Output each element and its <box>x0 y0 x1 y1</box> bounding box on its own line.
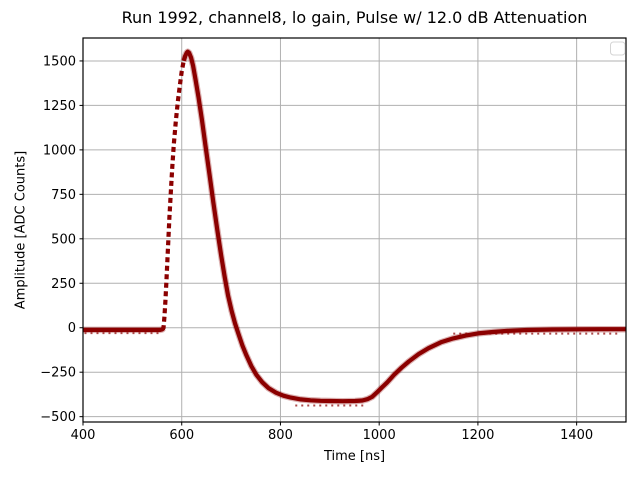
x-tick-label: 1200 <box>461 428 494 443</box>
y-tick-label: 1000 <box>43 143 76 158</box>
y-tick-label: −500 <box>40 410 76 425</box>
axes-spines <box>82 37 627 423</box>
y-tick-label: 1250 <box>43 99 76 114</box>
x-tick-label: 1000 <box>363 428 396 443</box>
legend-box <box>610 41 626 56</box>
y-tick-label: 1500 <box>43 54 76 69</box>
x-tick-label: 600 <box>169 428 194 443</box>
y-axis-label: Amplitude [ADC Counts] <box>13 150 29 310</box>
y-tick-label: 250 <box>51 277 76 292</box>
waveform-baseline <box>83 326 165 332</box>
plot-background <box>83 38 626 422</box>
y-tick-label: 0 <box>68 321 76 336</box>
waveform-rising-edge <box>160 55 188 332</box>
y-tick-label: −250 <box>40 366 76 381</box>
waveform-trace <box>181 49 626 404</box>
y-tick-label: 500 <box>51 232 76 247</box>
x-axis-label: Time [ns] <box>323 449 386 464</box>
x-tick-label: 800 <box>268 428 293 443</box>
chart-title: Run 1992, channel8, lo gain, Pulse w/ 12… <box>121 8 588 27</box>
x-tick-label: 400 <box>71 428 96 443</box>
y-tick-label: 750 <box>51 188 76 203</box>
x-tick-label: 1400 <box>560 428 593 443</box>
